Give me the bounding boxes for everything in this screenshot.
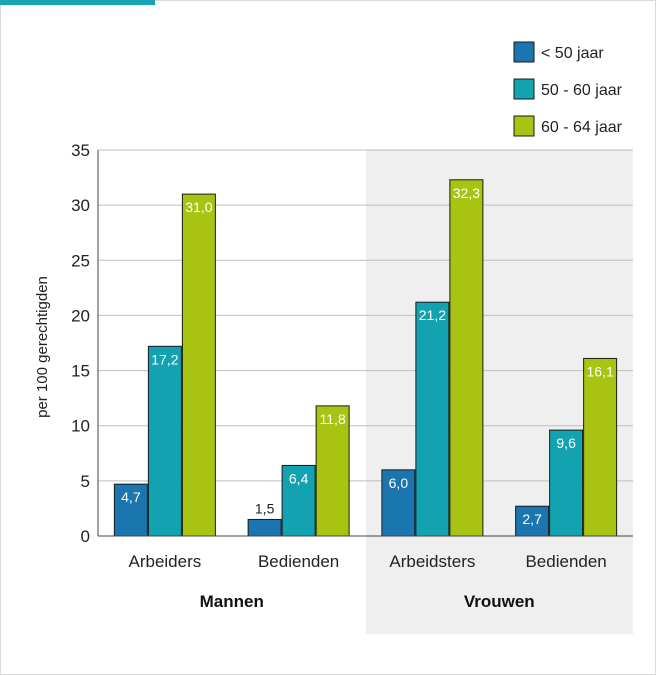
legend-swatch <box>513 78 535 100</box>
legend-label: 60 - 64 jaar <box>541 119 623 136</box>
data-label: 1,5 <box>255 500 275 516</box>
bar <box>281 464 316 537</box>
bar <box>181 193 216 537</box>
bar <box>147 345 182 537</box>
data-label: 16,1 <box>587 363 614 379</box>
legend-label: < 50 jaar <box>541 45 604 62</box>
bar <box>247 518 282 537</box>
bar <box>315 405 350 537</box>
data-label: 21,2 <box>419 307 446 323</box>
data-label: 6,4 <box>289 470 309 486</box>
data-label: 2,7 <box>522 511 542 527</box>
y-tick-label: 15 <box>71 362 90 381</box>
y-tick-label: 30 <box>71 196 90 215</box>
bar <box>549 429 584 537</box>
x-category-label: Bedienden <box>525 552 606 571</box>
y-tick-label: 20 <box>71 306 90 325</box>
legend-swatch <box>513 115 535 137</box>
x-category-label: Arbeiders <box>128 552 201 571</box>
y-tick-label: 10 <box>71 417 90 436</box>
y-tick-label: 25 <box>71 251 90 270</box>
bar <box>415 301 450 537</box>
group-label: Vrouwen <box>464 592 535 611</box>
y-axis-label: per 100 gerechtigden <box>34 276 51 418</box>
bar-labels: 4,7 17,2 31,0 1,5 6,4 11,8 6,0 21,2 32,3 2,7 9,6 16… <box>121 185 614 527</box>
y-tick-label: 0 <box>81 527 90 546</box>
y-tick-label: 5 <box>81 472 90 491</box>
y-axis-ticks: 0 5 10 15 20 25 30 35 <box>71 141 90 546</box>
top-accent-bar <box>0 0 155 5</box>
group-labels: Mannen Vrouwen <box>200 592 535 611</box>
x-category-label: Arbeidsters <box>389 552 475 571</box>
legend-label: 50 - 60 jaar <box>541 82 623 99</box>
data-label: 9,6 <box>556 435 576 451</box>
data-label: 17,2 <box>151 351 178 367</box>
legend: < 50 jaar 50 - 60 jaar 60 - 64 jaar <box>513 41 623 137</box>
bar <box>583 357 618 537</box>
x-category-label: Bedienden <box>258 552 339 571</box>
data-label: 32,3 <box>453 185 480 201</box>
bar <box>449 179 484 537</box>
bar <box>113 483 148 537</box>
data-label: 11,8 <box>320 411 346 427</box>
legend-swatch <box>513 41 535 63</box>
data-label: 31,0 <box>185 199 212 215</box>
x-axis-categories: Arbeiders Bedienden Arbeidsters Bedienden <box>128 552 606 571</box>
data-label: 4,7 <box>121 489 141 505</box>
bars <box>113 179 618 537</box>
group-label: Mannen <box>200 592 264 611</box>
data-label: 6,0 <box>389 475 409 491</box>
bar <box>381 469 416 537</box>
y-tick-label: 35 <box>71 141 90 160</box>
